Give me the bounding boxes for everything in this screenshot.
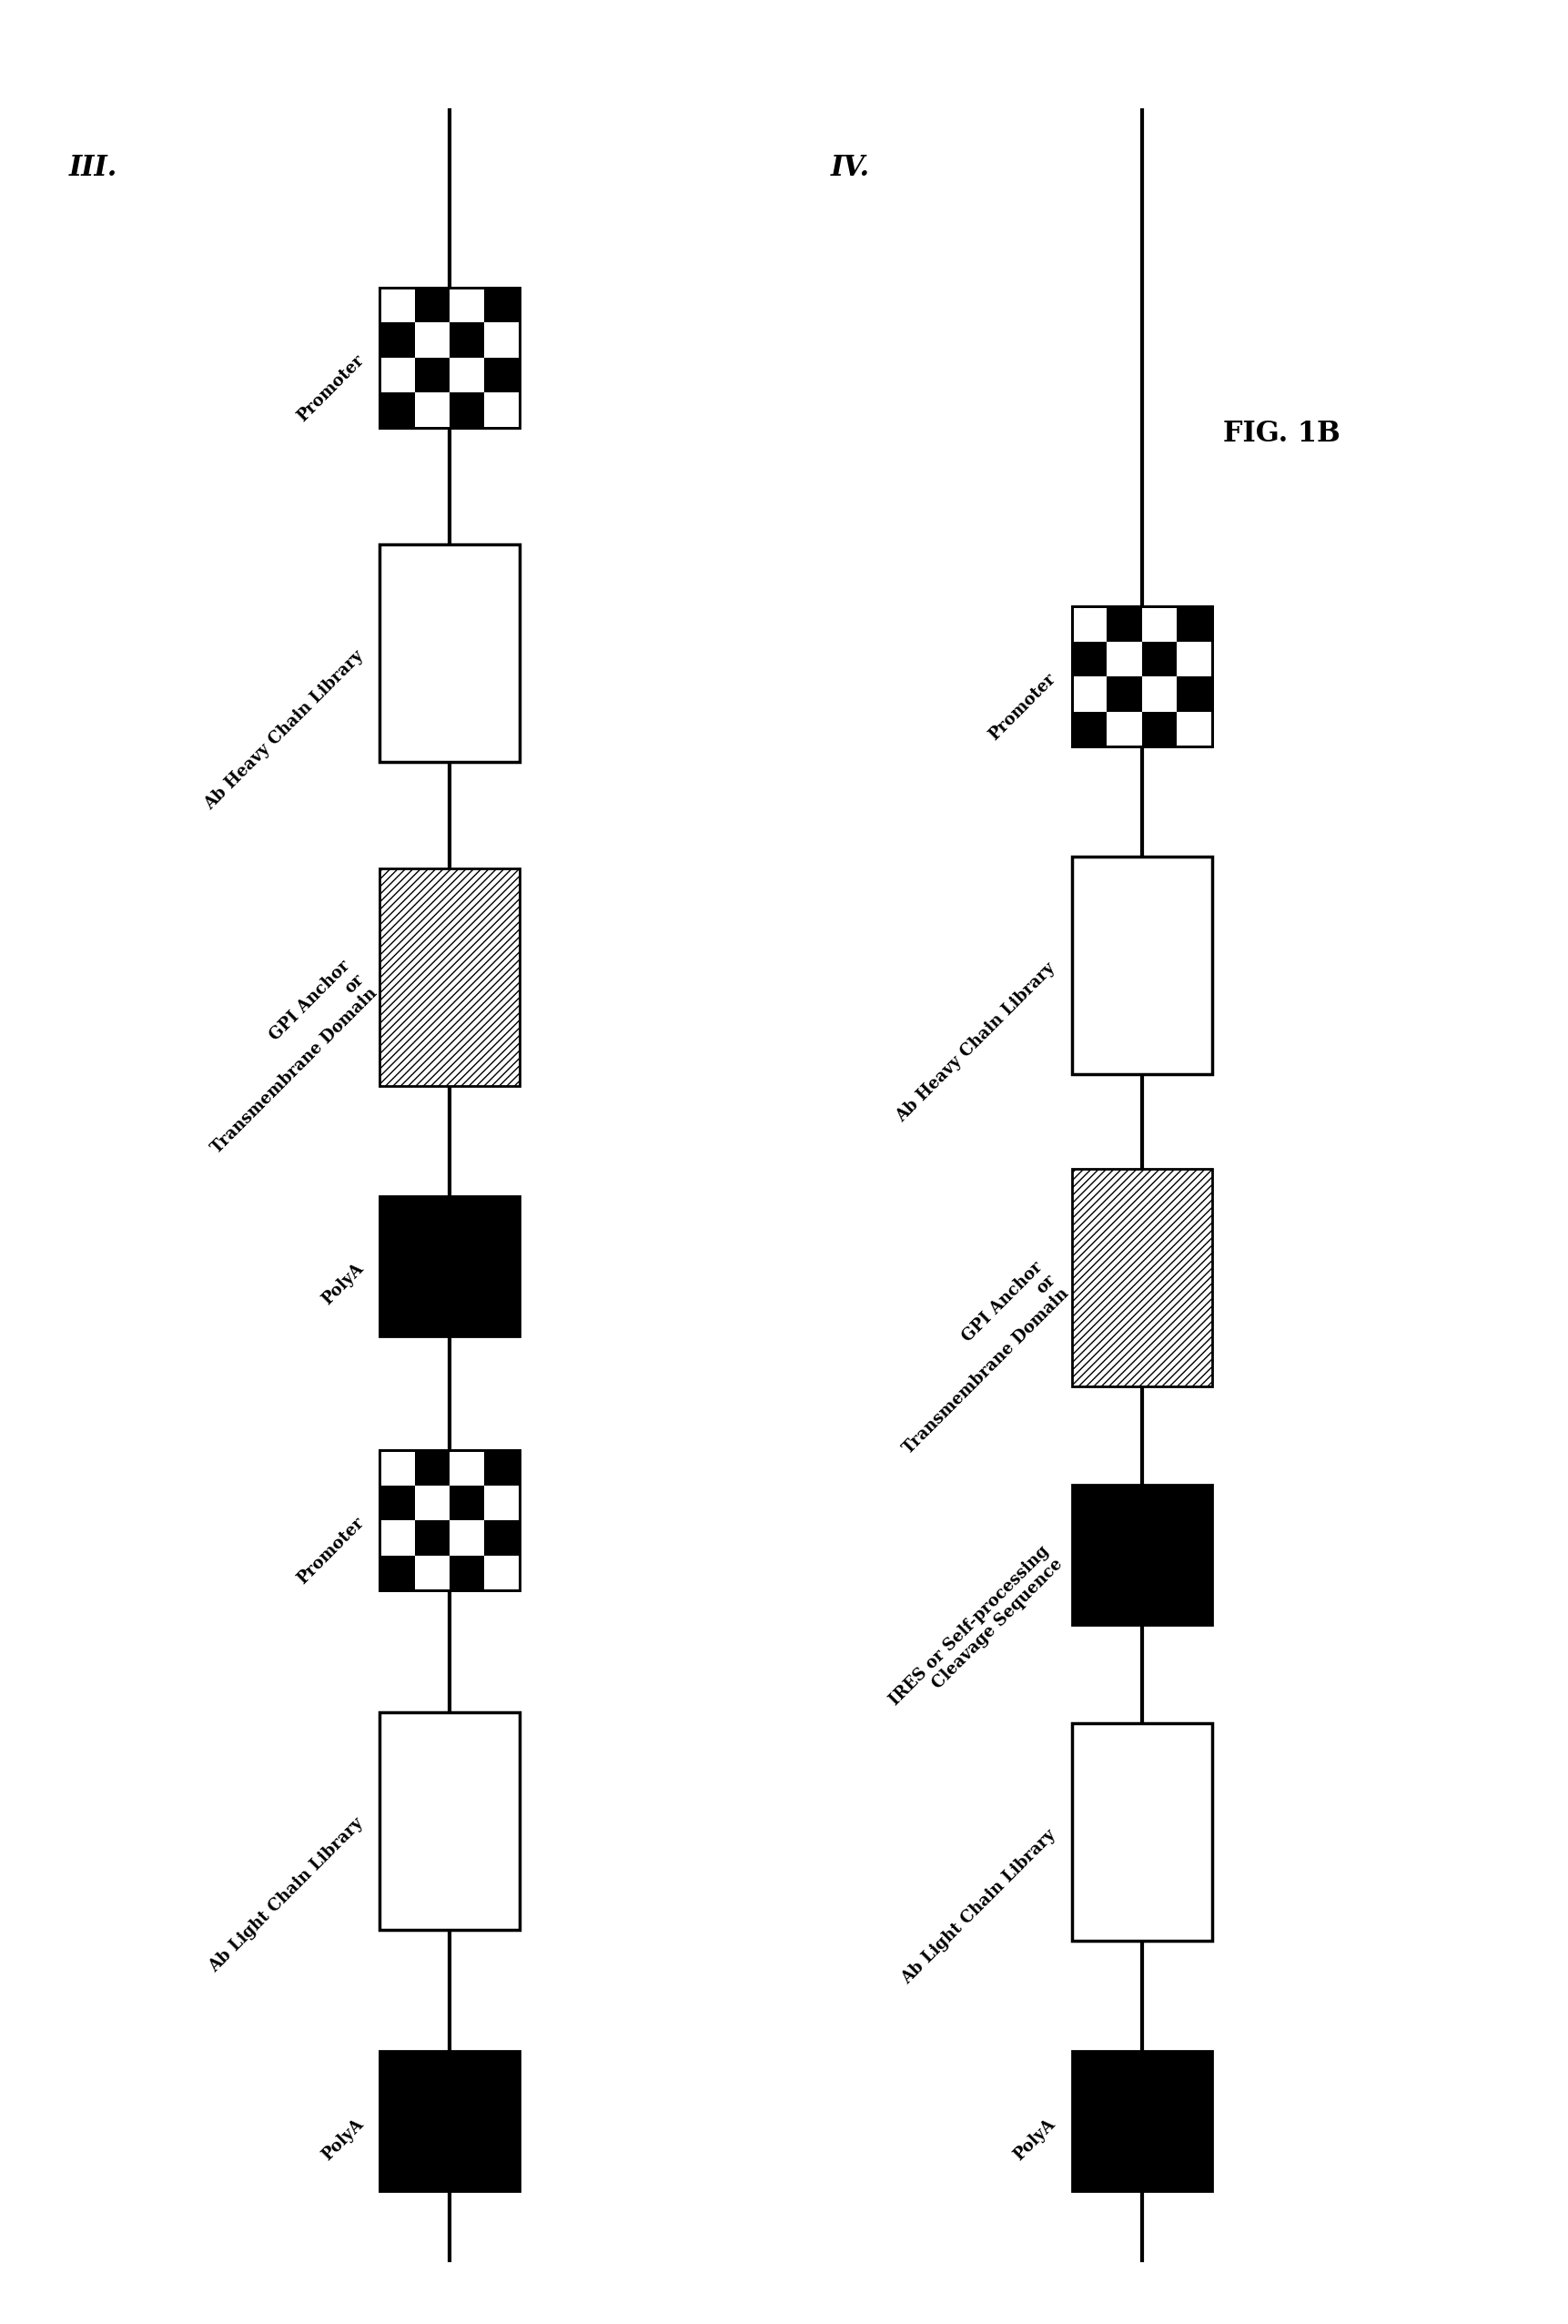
Bar [1073,858,1212,1074]
Bar [414,1450,450,1485]
Bar [1073,607,1212,746]
Text: PolyA: PolyA [1011,2115,1058,2164]
Bar [450,393,485,428]
Bar [1073,607,1212,746]
Text: FIG. 1B: FIG. 1B [1223,421,1341,449]
Bar [450,323,485,358]
Bar [485,358,519,393]
Bar [1073,711,1107,746]
Text: Ab Light Chain Library: Ab Light Chain Library [898,1827,1058,1987]
Bar [379,323,414,358]
Bar [485,288,519,323]
Bar [1073,2052,1212,2192]
Bar [379,2052,519,2192]
Text: GPI Anchor
or
Transmembrane Domain: GPI Anchor or Transmembrane Domain [182,957,379,1157]
Bar [1176,607,1212,641]
Bar [379,1485,414,1520]
Bar [1176,676,1212,711]
Bar [379,1713,519,1929]
Bar [1073,641,1107,676]
Text: III.: III. [69,153,118,181]
Text: PolyA: PolyA [318,2115,367,2164]
Text: IV.: IV. [831,153,870,181]
Bar [379,1197,519,1336]
Text: Ab Light Chain Library: Ab Light Chain Library [205,1815,367,1975]
Bar [1073,1724,1212,1941]
Text: IRES or Self-processing
Cleavage Sequence: IRES or Self-processing Cleavage Sequenc… [886,1543,1066,1722]
Bar [379,288,519,428]
Bar [414,358,450,393]
Text: Ab Heavy Chain Library: Ab Heavy Chain Library [894,960,1058,1125]
Text: Ab Heavy Chain Library: Ab Heavy Chain Library [201,648,367,813]
Bar [1142,641,1176,676]
Bar [379,393,414,428]
Bar [1107,676,1142,711]
Bar [414,1520,450,1555]
Bar [379,1555,414,1590]
Bar [379,288,519,428]
Text: Promoter: Promoter [986,672,1058,744]
Bar [450,1485,485,1520]
Text: GPI Anchor
or
Transmembrane Domain: GPI Anchor or Transmembrane Domain [873,1257,1073,1457]
Bar [485,1450,519,1485]
Bar [485,1520,519,1555]
Bar [450,1555,485,1590]
Bar [414,288,450,323]
Text: Promoter: Promoter [293,1515,367,1587]
Bar [1107,607,1142,641]
Bar [379,1450,519,1590]
Bar [1073,1485,1212,1624]
Bar [1142,711,1176,746]
Text: PolyA: PolyA [318,1260,367,1308]
Bar [1073,1169,1212,1387]
Bar [379,544,519,762]
Bar [379,869,519,1085]
Text: Promoter: Promoter [293,351,367,425]
Bar [379,1450,519,1590]
